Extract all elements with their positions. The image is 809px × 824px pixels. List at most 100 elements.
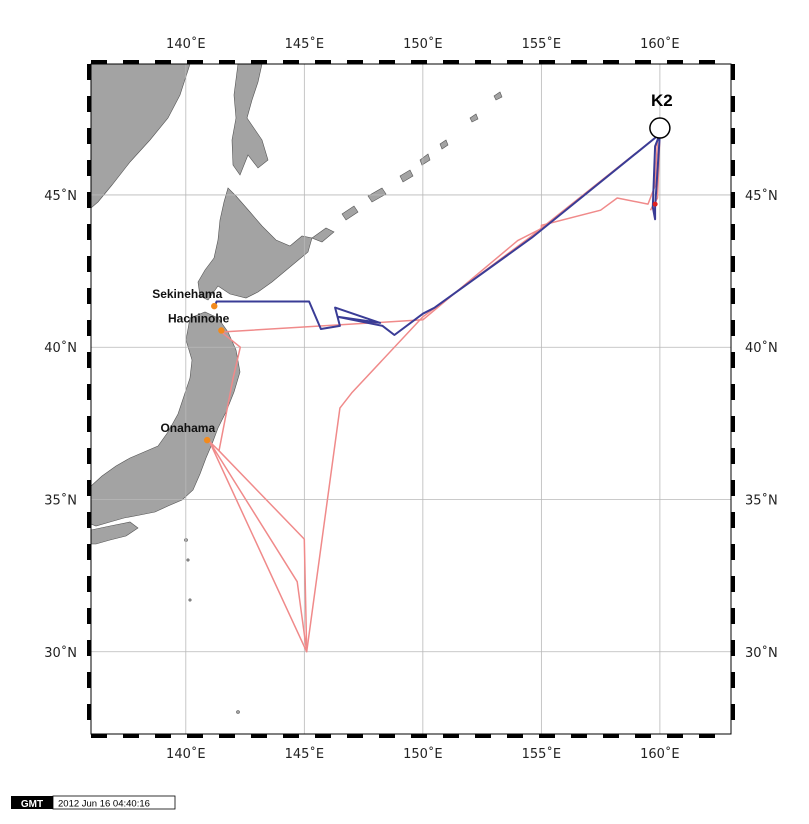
frame-tick xyxy=(155,60,171,64)
lon-label-bottom: 145˚E xyxy=(285,746,325,762)
frame-tick xyxy=(667,734,683,738)
frame-tick xyxy=(731,608,735,624)
frame-tick xyxy=(315,60,331,64)
frame-tick xyxy=(731,128,735,144)
kuril-island-6 xyxy=(439,139,449,150)
lon-label-bottom: 150˚E xyxy=(403,746,443,762)
frame-tick xyxy=(315,734,331,738)
kuril-island-7 xyxy=(469,113,479,123)
frame-tick xyxy=(87,416,91,432)
frame-tick xyxy=(731,288,735,304)
frame-tick xyxy=(219,60,235,64)
frame-tick xyxy=(219,734,235,738)
shikoku-island xyxy=(91,521,139,545)
port-marker-onahama[interactable] xyxy=(203,436,211,444)
frame-tick xyxy=(251,60,267,64)
frame-tick xyxy=(731,544,735,560)
frame-tick xyxy=(283,60,299,64)
frame-tick xyxy=(87,608,91,624)
frame-tick xyxy=(87,192,91,208)
frame-tick xyxy=(347,734,363,738)
frame-tick xyxy=(731,160,735,176)
graticule xyxy=(91,64,731,734)
frame-tick xyxy=(87,576,91,592)
frame-tick xyxy=(731,704,735,720)
frame-tick xyxy=(155,734,171,738)
frame-tick xyxy=(667,60,683,64)
mainland-asia xyxy=(91,64,191,209)
frame-tick xyxy=(731,672,735,688)
port-label-onahama: Onahama xyxy=(160,421,215,435)
izu-island-3 xyxy=(188,598,192,602)
gmt-badge-box xyxy=(11,796,53,809)
frame-tick xyxy=(187,60,203,64)
frame-tick xyxy=(347,60,363,64)
frame-tick xyxy=(91,734,107,738)
frame-tick xyxy=(475,60,491,64)
frame-tick xyxy=(91,60,107,64)
frame-tick xyxy=(443,734,459,738)
lon-label-top: 150˚E xyxy=(403,36,443,52)
frame-tick xyxy=(87,384,91,400)
lon-label-bottom: 155˚E xyxy=(522,746,562,762)
ports-layer: Sekinehama Hachinohe Onahama xyxy=(152,287,230,444)
frame-tick xyxy=(539,734,555,738)
frame-tick xyxy=(87,320,91,336)
lon-label-top: 160˚E xyxy=(640,36,680,52)
lon-label-top: 140˚E xyxy=(166,36,206,52)
lat-label-right: 30˚N xyxy=(745,645,778,661)
lon-label-top: 145˚E xyxy=(285,36,325,52)
port-marker-hachinohe[interactable] xyxy=(218,327,225,334)
latitude-labels-left: 30˚N 35˚N 40˚N 45˚N xyxy=(44,188,77,661)
kuril-island-4 xyxy=(399,169,414,183)
lon-label-bottom: 140˚E xyxy=(166,746,206,762)
frame-tick xyxy=(379,734,395,738)
frame-tick xyxy=(571,60,587,64)
frame-tick xyxy=(283,734,299,738)
frame-tick xyxy=(87,480,91,496)
frame-tick xyxy=(187,734,203,738)
frame-tick xyxy=(731,192,735,208)
lat-label-left: 30˚N xyxy=(44,645,77,661)
frame-tick xyxy=(87,224,91,240)
lon-label-top: 155˚E xyxy=(522,36,562,52)
port-label-sekinehama: Sekinehama xyxy=(152,287,222,301)
station-k2-marker[interactable] xyxy=(649,117,671,139)
frame-tick xyxy=(123,60,139,64)
frame-tick xyxy=(87,544,91,560)
lat-label-left: 40˚N xyxy=(44,340,77,356)
frame-tick xyxy=(87,96,91,112)
frame-tick xyxy=(731,256,735,272)
frame-tick xyxy=(635,734,651,738)
frame-tick xyxy=(603,734,619,738)
frame-tick xyxy=(731,512,735,528)
frame-tick xyxy=(507,734,523,738)
frame-tick xyxy=(87,672,91,688)
frame-tick xyxy=(251,734,267,738)
ship-track-outbound-branch xyxy=(305,133,661,652)
kuril-island-8 xyxy=(493,91,503,101)
port-marker-sekinehama[interactable] xyxy=(211,302,218,310)
frame-tick xyxy=(87,704,91,720)
lat-label-right: 35˚N xyxy=(745,493,778,509)
frame-tick xyxy=(731,352,735,368)
frame-tick xyxy=(87,448,91,464)
frame-tick xyxy=(539,60,555,64)
gmt-badge-text: GMT xyxy=(21,799,43,810)
frame-tick xyxy=(87,352,91,368)
frame-tick xyxy=(731,384,735,400)
gmt-stamp-box xyxy=(52,795,176,810)
izu-island-2 xyxy=(186,558,190,562)
frame-tick xyxy=(731,480,735,496)
land-masses xyxy=(91,64,503,714)
frame-tick xyxy=(699,60,715,64)
ship-track-return xyxy=(213,133,661,336)
frame-tick xyxy=(87,160,91,176)
longitude-labels-top: 140˚E 145˚E 150˚E 155˚E 160˚E xyxy=(166,36,680,52)
frame-tick xyxy=(87,128,91,144)
frame-tick xyxy=(411,60,427,64)
lat-label-left: 35˚N xyxy=(44,493,77,509)
frame-tick xyxy=(87,512,91,528)
frame-tick xyxy=(699,734,715,738)
